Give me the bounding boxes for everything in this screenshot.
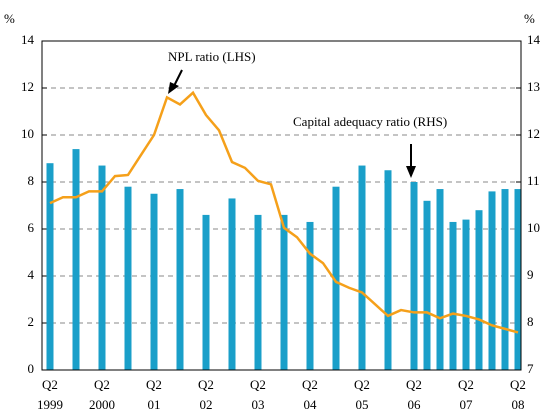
bar: [384, 170, 392, 370]
x-tick-label: Q2: [406, 377, 422, 392]
plot-frame: [41, 40, 522, 371]
y-tick-label: 12: [21, 79, 34, 94]
bar: [98, 165, 106, 370]
x-tick-label: Q2: [458, 377, 474, 392]
bar: [436, 189, 444, 370]
x-tick-label: Q2: [510, 377, 526, 392]
y2-tick-label: 11: [527, 173, 540, 188]
bar: [514, 189, 522, 370]
bar: [449, 221, 457, 370]
x-tick-year: 02: [200, 397, 213, 412]
bar: [228, 198, 236, 370]
bar: [150, 193, 158, 370]
x-tick-label: Q2: [94, 377, 110, 392]
y2-tick-label: 7: [527, 361, 534, 376]
y-tick-label: 14: [21, 32, 35, 47]
bar: [202, 214, 210, 370]
bar: [124, 186, 132, 370]
y2-tick-label: 9: [527, 267, 534, 282]
y2-tick-label: 14: [527, 32, 541, 47]
bar: [332, 186, 340, 370]
line: [49, 90, 519, 334]
bar: [358, 165, 366, 370]
bar: [306, 221, 314, 370]
bar: [423, 200, 431, 370]
annotation: Capital adequacy ratio (RHS): [293, 114, 447, 129]
bar: [46, 163, 54, 370]
y-tick-label: 10: [21, 126, 34, 141]
bar: [462, 219, 470, 370]
x-tick-year: 08: [512, 397, 525, 412]
x-tick-year: 07: [460, 397, 474, 412]
y-tick-label: 8: [28, 173, 35, 188]
x-tick-year: 01: [148, 397, 161, 412]
y-tick-label: 4: [28, 267, 35, 282]
y-unit-left: %: [4, 11, 15, 26]
bar: [488, 191, 496, 370]
y-unit-right: %: [524, 11, 535, 26]
y-tick-label: 2: [28, 314, 35, 329]
x-tick-label: Q2: [302, 377, 318, 392]
y2-tick-label: 12: [527, 126, 540, 141]
x-tick-label: Q2: [146, 377, 162, 392]
bar: [176, 189, 184, 370]
x-tick-label: Q2: [354, 377, 370, 392]
bar: [72, 149, 80, 370]
x-tick-year: 03: [252, 397, 265, 412]
y-tick-label: 6: [28, 220, 35, 235]
y2-tick-label: 8: [527, 314, 534, 329]
y2-tick-label: 10: [527, 220, 540, 235]
bar: [475, 210, 483, 370]
x-tick-year: 04: [304, 397, 318, 412]
x-tick-label: Q2: [198, 377, 214, 392]
annotation: NPL ratio (LHS): [168, 49, 256, 64]
x-tick-label: Q2: [42, 377, 58, 392]
x-tick-year: 2000: [89, 397, 115, 412]
x-tick-year: 05: [356, 397, 369, 412]
x-tick-year: 1999: [37, 397, 63, 412]
bar: [410, 182, 418, 370]
x-tick-year: 06: [408, 397, 422, 412]
bar: [254, 214, 262, 370]
x-tick-label: Q2: [250, 377, 266, 392]
bar: [280, 214, 288, 370]
bar: [501, 189, 509, 370]
arrows: [168, 69, 416, 178]
y2-tick-label: 13: [527, 79, 540, 94]
y-tick-label: 0: [28, 361, 35, 376]
